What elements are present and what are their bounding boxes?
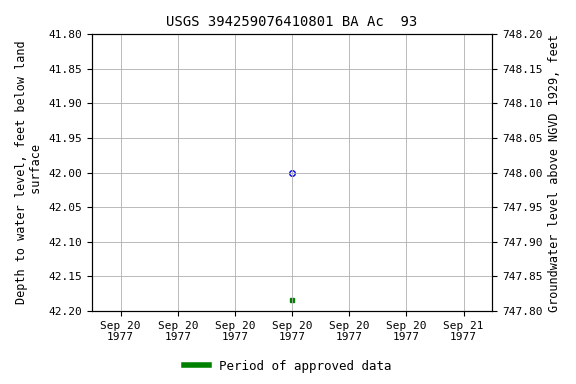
Legend: Period of approved data: Period of approved data xyxy=(179,355,397,378)
Y-axis label: Depth to water level, feet below land
 surface: Depth to water level, feet below land su… xyxy=(15,41,43,305)
Y-axis label: Groundwater level above NGVD 1929, feet: Groundwater level above NGVD 1929, feet xyxy=(548,34,561,311)
Title: USGS 394259076410801 BA Ac  93: USGS 394259076410801 BA Ac 93 xyxy=(166,15,418,29)
